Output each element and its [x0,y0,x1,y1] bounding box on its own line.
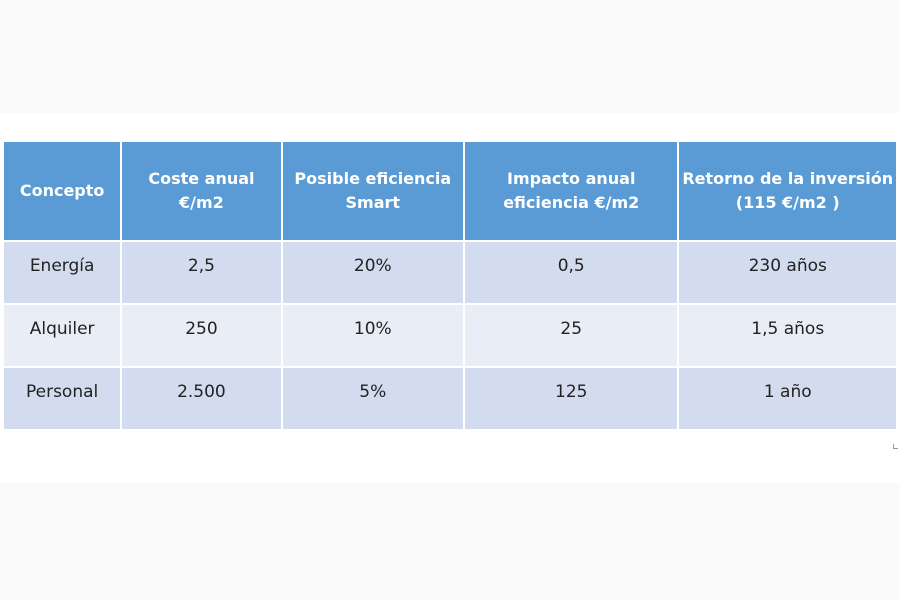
header-text: €/m2 [179,193,224,212]
table-cell: 230 años [677,240,898,305]
table-row: Personal 2.500 5% 125 1 año [1,366,898,431]
header-impacto-anual: Impacto anual eficiencia €/m2 [462,140,680,242]
header-text: Coste anual [148,169,255,188]
header-row: Concepto Coste anual €/m2 Posible eficie… [1,140,898,242]
table-cell: 10% [280,303,466,368]
table-cell: 1,5 años [677,303,898,368]
table-cell: 1 año [677,366,898,431]
table-cell: 5% [280,366,466,431]
header-text: eficiencia €/m2 [503,193,640,212]
table-row: Alquiler 250 10% 25 1,5 años [1,303,898,368]
table-cell: Alquiler [1,303,123,368]
table-cell: 125 [462,366,680,431]
table-cell: 250 [120,303,283,368]
header-text: Concepto [19,181,105,200]
table-cell: Energía [1,240,123,305]
paragraph-mark-icon [893,444,898,449]
table-cell: 25 [462,303,680,368]
header-coste-anual: Coste anual €/m2 [120,140,283,242]
table-cell: 20% [280,240,466,305]
header-text: Retorno de la inversión [682,169,894,188]
efficiency-table: Concepto Coste anual €/m2 Posible eficie… [1,140,898,431]
header-retorno-inversion: Retorno de la inversión (115 €/m2 ) [677,140,898,242]
table-cell: Personal [1,366,123,431]
table-cell: 0,5 [462,240,680,305]
table-cell: 2.500 [120,366,283,431]
header-text: Smart [345,193,401,212]
header-text: Impacto anual [507,169,636,188]
header-posible-eficiencia: Posible eficiencia Smart [280,140,466,242]
table-row: Energía 2,5 20% 0,5 230 años [1,240,898,305]
header-concepto: Concepto [1,140,123,242]
header-text: (115 €/m2 ) [735,193,840,212]
header-text: Posible eficiencia [294,169,452,188]
table-cell: 2,5 [120,240,283,305]
